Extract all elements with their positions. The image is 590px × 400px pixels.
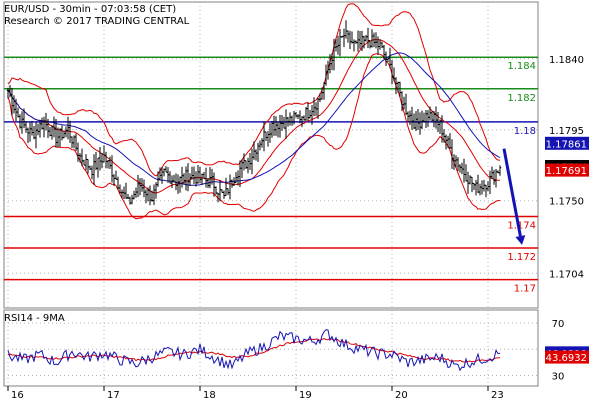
value-tag-label: 1.17691 bbox=[546, 166, 587, 177]
forecast-arrow bbox=[502, 148, 526, 245]
time-tick-label: 23 bbox=[491, 390, 504, 400]
lower-band bbox=[7, 53, 501, 220]
rsi-line bbox=[7, 329, 501, 372]
header-line2: Research © 2017 TRADING CENTRAL bbox=[4, 16, 190, 27]
time-axis: 16 17 18 19 20 23 bbox=[7, 386, 504, 400]
time-tick-label: 20 bbox=[395, 390, 408, 400]
value-tag-box bbox=[545, 163, 589, 177]
price-bars bbox=[6, 20, 502, 206]
value-tag-label: 43.6932 bbox=[546, 353, 587, 364]
level-label: 1.18 bbox=[514, 126, 536, 137]
price-tick-label: 1.1704 bbox=[549, 269, 584, 280]
value-tag: 43.6932 bbox=[545, 350, 589, 364]
time-tick-label: 18 bbox=[203, 390, 216, 400]
price-tick-label: 1.1750 bbox=[549, 197, 584, 208]
moving-average-line bbox=[7, 52, 501, 186]
value-tag-box bbox=[545, 350, 589, 364]
level-label: 1.182 bbox=[507, 93, 536, 104]
rsi-tick-label: 30 bbox=[552, 372, 565, 383]
value-tag: 1.17861 bbox=[545, 136, 589, 150]
time-tick-label: 16 bbox=[11, 390, 24, 400]
rsi-pane bbox=[3, 309, 539, 387]
rsi-lines bbox=[7, 329, 501, 372]
price-tick-label: 1.1840 bbox=[549, 55, 584, 66]
price-axis: 1.1840 1.1795 1.1750 1.1704 bbox=[549, 55, 584, 281]
level-label: 1.17 bbox=[514, 284, 536, 295]
rsi-tick-label: 70 bbox=[552, 319, 565, 330]
support-resistance-levels: 1.184 1.182 1.18 1.174 1.172 1.17 bbox=[4, 56, 538, 295]
rsi-title: RSI14 - 9MA bbox=[4, 313, 65, 324]
price-bar bbox=[498, 165, 502, 176]
value-tag-label: 1.17861 bbox=[546, 139, 587, 150]
value-tag: 1.17691 bbox=[545, 163, 589, 177]
value-tag-box bbox=[545, 136, 589, 150]
forecast-arrow-head bbox=[515, 235, 526, 245]
middle-band bbox=[7, 39, 500, 194]
level-label: 1.172 bbox=[507, 252, 536, 263]
price-tick-label: 1.1795 bbox=[549, 126, 584, 137]
moving-average bbox=[7, 52, 501, 186]
time-tick-label: 19 bbox=[299, 390, 312, 400]
level-label: 1.184 bbox=[507, 61, 536, 72]
forecast-arrow-shaft bbox=[502, 148, 522, 237]
level-label: 1.174 bbox=[507, 221, 536, 232]
time-tick-label: 17 bbox=[107, 390, 120, 400]
header-line1: EUR/USD - 30min - 07:03:58 (CET) bbox=[4, 4, 176, 15]
